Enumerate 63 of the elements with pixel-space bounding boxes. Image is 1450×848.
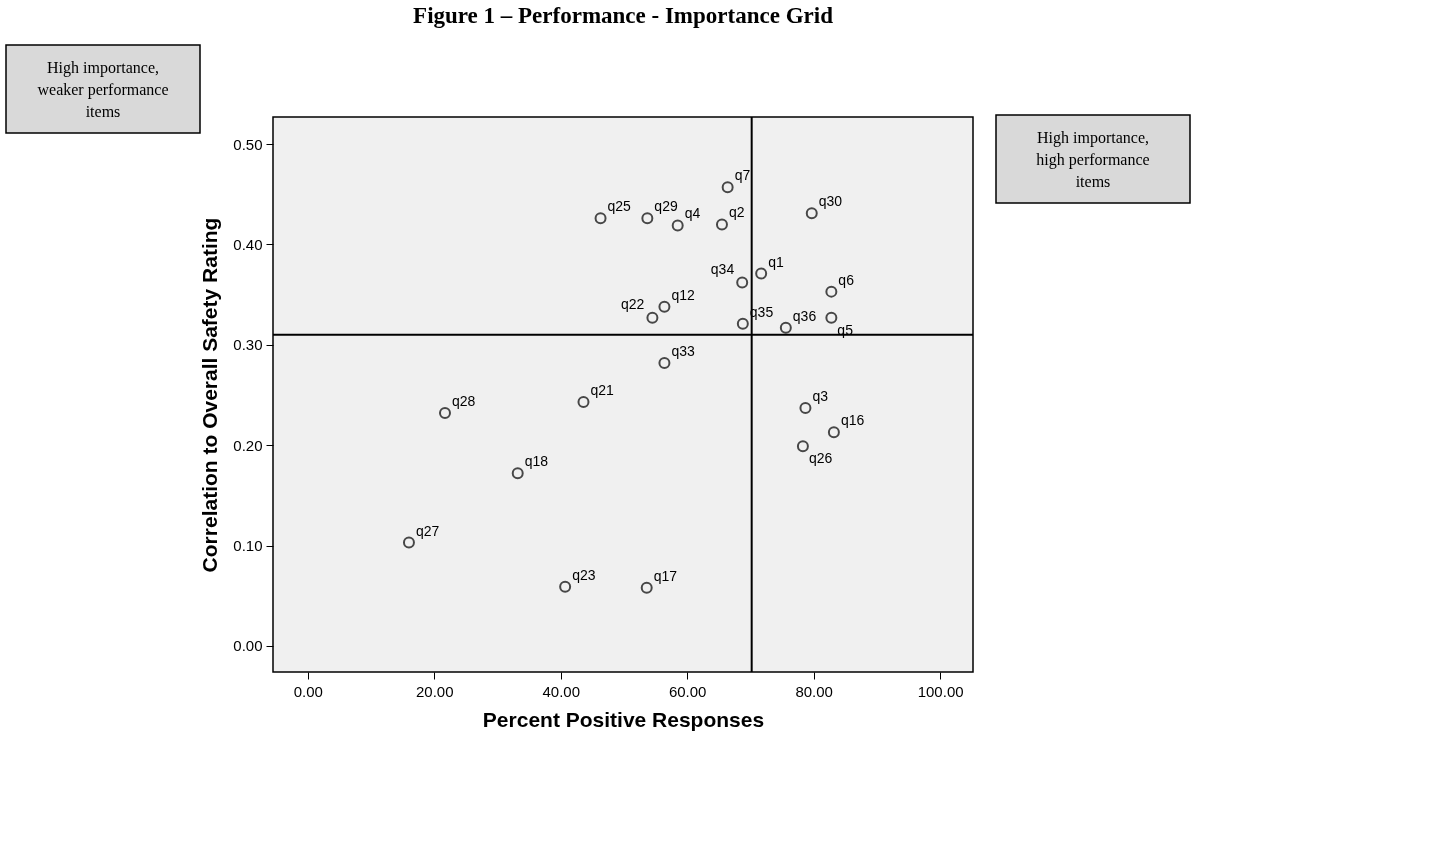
point <box>736 276 749 289</box>
annotation: q36 <box>792 307 817 324</box>
x-tick-label: 80.00 <box>795 682 833 700</box>
annotation: q21 <box>590 382 615 399</box>
point <box>755 267 768 280</box>
annotation: q18 <box>524 453 549 470</box>
point <box>559 580 572 593</box>
annotation: q33 <box>671 342 695 359</box>
annotation: q23 <box>572 566 596 583</box>
annotation: q1 <box>768 253 784 270</box>
annotation: q27 <box>415 522 440 539</box>
point <box>641 212 654 225</box>
point <box>721 181 734 194</box>
point <box>715 218 728 231</box>
y-tick-label: 0.30 <box>233 336 263 354</box>
point <box>825 285 838 298</box>
point <box>736 317 749 330</box>
text: High importance, high performance items <box>1036 129 1150 190</box>
point <box>658 300 671 313</box>
annotation: q7 <box>734 167 751 184</box>
point <box>577 396 590 409</box>
point <box>671 219 684 232</box>
annotation: q25 <box>607 198 632 215</box>
chart-title: Figure 1 – Performance - Importance Grid <box>413 3 834 29</box>
point <box>779 321 792 334</box>
point <box>799 402 812 415</box>
annotation: q29 <box>654 198 678 215</box>
point <box>827 426 840 439</box>
annotation: q12 <box>671 286 695 303</box>
annotation: q26 <box>808 450 833 467</box>
point <box>439 407 451 420</box>
point <box>796 440 809 453</box>
annotation: q17 <box>653 567 678 584</box>
x-axis-title: Percent Positive Responses <box>482 707 765 731</box>
annotation: q3 <box>812 388 829 405</box>
annotation: q30 <box>818 193 843 210</box>
point <box>805 207 818 220</box>
point <box>402 536 415 549</box>
y-tick-label: 0.40 <box>233 235 263 253</box>
y-tick-label: 0.20 <box>233 436 263 454</box>
y-tick-label: 0.00 <box>233 637 263 655</box>
point <box>594 212 607 225</box>
point <box>511 467 524 480</box>
annotation: q28 <box>452 393 476 410</box>
x-tick-label: 40.00 <box>542 682 580 700</box>
x-tick-label: 60.00 <box>668 682 707 700</box>
annotation: q16 <box>840 412 865 429</box>
y-tick-label: 0.50 <box>233 135 263 153</box>
point <box>825 311 838 324</box>
x-tick-label: 0.00 <box>293 682 323 700</box>
x-tick-label: 20.00 <box>415 682 454 700</box>
point <box>646 311 659 324</box>
annotation: q6 <box>838 271 855 288</box>
y-axis-title: Correlation to Overall Safety Rating <box>198 217 222 573</box>
point <box>640 581 653 594</box>
x-tick-label: 100.00 <box>917 682 964 700</box>
text: High importance, weaker performance items <box>37 59 169 120</box>
annotation: q22 <box>621 295 645 312</box>
annotation: q34 <box>710 260 735 277</box>
y-tick-label: 0.10 <box>233 537 263 555</box>
annotation: q4 <box>684 205 701 222</box>
point <box>658 356 671 369</box>
annotation: q2 <box>728 204 745 221</box>
